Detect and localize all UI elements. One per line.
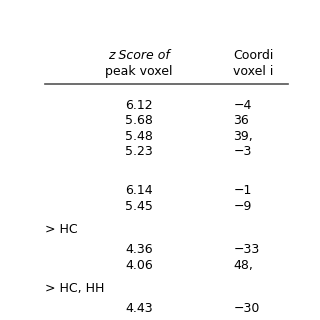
Text: 5.68: 5.68 <box>125 114 153 127</box>
Text: 36: 36 <box>234 114 249 127</box>
Text: 48,: 48, <box>234 259 253 272</box>
Text: peak voxel: peak voxel <box>106 65 173 78</box>
Text: voxel i: voxel i <box>234 65 274 78</box>
Text: −4: −4 <box>234 99 252 112</box>
Text: 6.12: 6.12 <box>125 99 153 112</box>
Text: −9: −9 <box>234 200 252 213</box>
Text: z Score of: z Score of <box>108 49 170 62</box>
Text: −33: −33 <box>234 243 260 256</box>
Text: 39,: 39, <box>234 130 253 143</box>
Text: −30: −30 <box>234 302 260 315</box>
Text: 4.43: 4.43 <box>125 302 153 315</box>
Text: 5.48: 5.48 <box>125 130 153 143</box>
Text: 5.45: 5.45 <box>125 200 153 213</box>
Text: > HC: > HC <box>45 223 77 236</box>
Text: −3: −3 <box>234 145 252 158</box>
Text: 6.14: 6.14 <box>125 184 153 197</box>
Text: 5.23: 5.23 <box>125 145 153 158</box>
Text: 4.36: 4.36 <box>125 243 153 256</box>
Text: −1: −1 <box>234 184 252 197</box>
Text: Coordi: Coordi <box>234 49 274 62</box>
Text: 4.06: 4.06 <box>125 259 153 272</box>
Text: > HC, HH: > HC, HH <box>45 282 104 295</box>
